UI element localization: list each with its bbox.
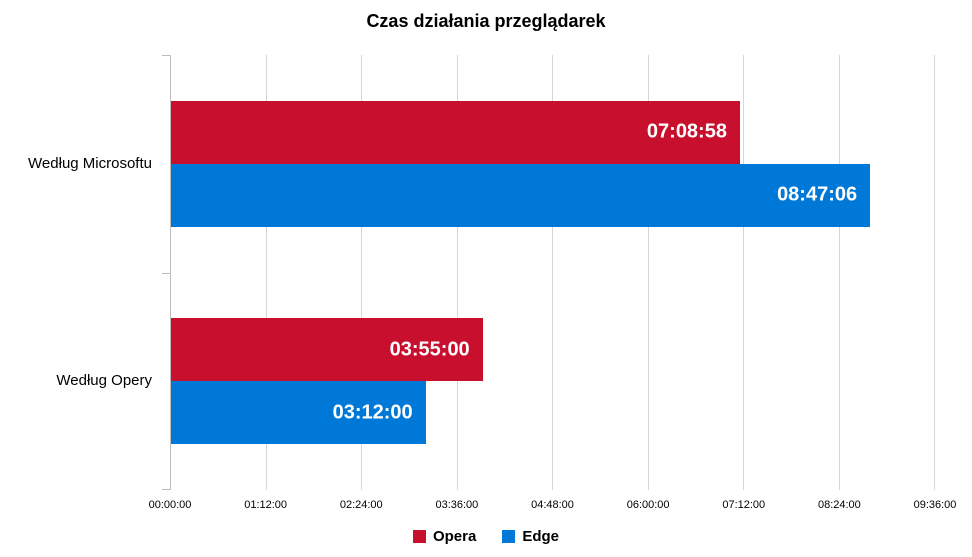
y-axis-tick [162,55,171,56]
gridline [647,55,649,490]
gridline [552,55,553,490]
x-tick-label: 02:24:00 [339,499,383,511]
x-tick-label: 01:12:00 [244,499,288,511]
legend-label: Opera [432,528,477,545]
gridline [838,55,840,490]
category-labels: Według Microsoftu Według Opery [0,0,152,557]
chart-title: Czas działania przeglądarek [366,11,606,31]
x-axis-labels: 00:00:00 01:12:00 02:24:00 03:36:00 04:48:00… [0,499,972,513]
category-label: Według Microsoftu [28,154,152,172]
legend-swatch-opera [412,530,426,543]
bar-opera-0: 07:08:58 [171,100,740,164]
y-axis-tick [162,273,171,274]
bar-value-label: 08:47:06 [777,183,858,206]
gridline [265,55,267,490]
gridline [361,55,362,490]
bar-edge-0: 08:47:06 [171,163,871,227]
gridline [934,55,935,490]
category-label: Według Opery [56,372,152,390]
bar-value-label: 03:55:00 [389,338,470,361]
legend-label: Edge [522,528,560,545]
x-tick-label: 06:00:00 [626,499,670,511]
legend-swatch-edge [502,530,516,543]
plot-area: 07:08:58 08:47:06 03:55:00 03:12:00 [162,55,935,490]
x-tick-label: 04:48:00 [531,499,574,511]
x-tick-label: 03:36:00 [435,499,479,511]
bar-opera-1: 03:55:00 [171,318,483,382]
bar-value-label: 07:08:58 [646,120,727,143]
x-tick-label: 07:12:00 [722,499,766,511]
gridline [456,55,458,490]
y-axis-tick [162,489,171,490]
legend-item-edge: Edge [502,528,559,545]
bar-edge-1: 03:12:00 [171,381,426,445]
x-tick-label: 00:00:00 [148,499,192,511]
legend: Opera Edge [0,528,972,545]
legend-item-opera: Opera [412,528,477,545]
x-tick-label: 08:24:00 [817,499,861,511]
gridline [743,55,744,490]
x-tick-label: 09:36:00 [913,499,957,511]
bar-value-label: 03:12:00 [332,401,413,424]
